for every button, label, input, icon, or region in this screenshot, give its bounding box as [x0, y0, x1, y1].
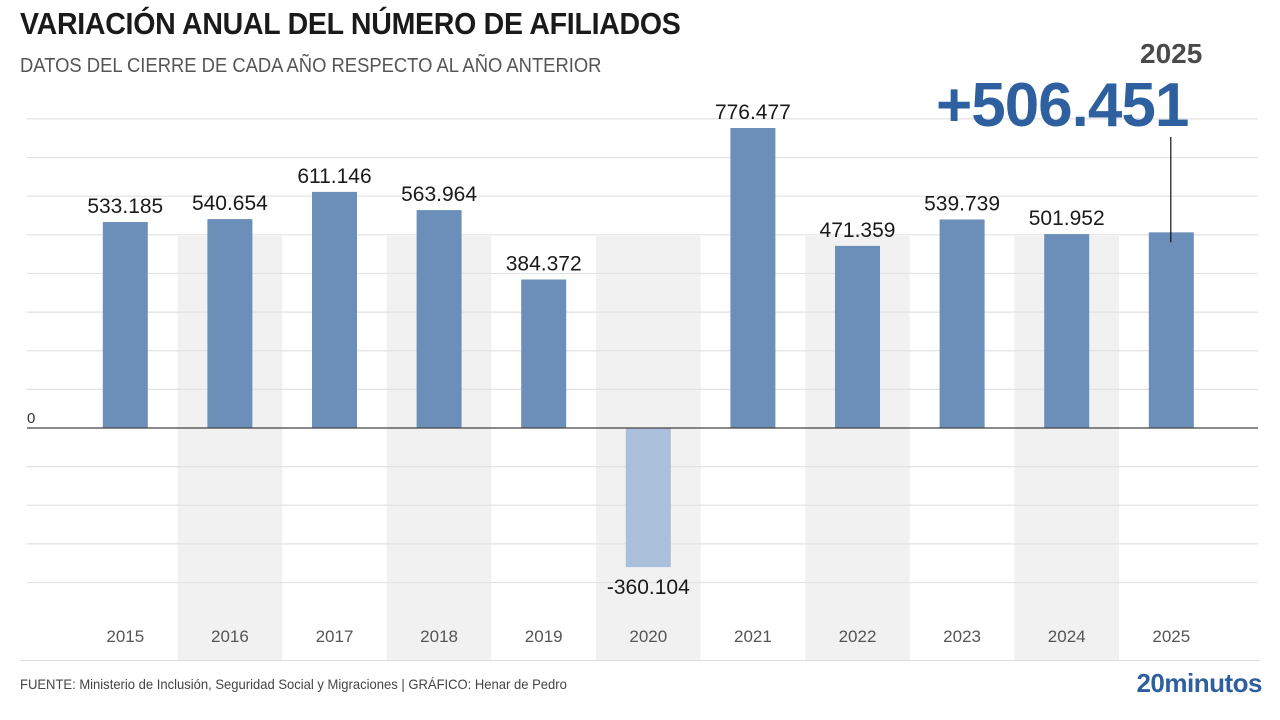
bar-2022 — [835, 245, 880, 428]
bar-2023 — [939, 219, 985, 428]
value-label-2024: 501.952 — [1029, 207, 1105, 230]
chart-title: VARIACIÓN ANUAL DEL NÚMERO DE AFILIADOS — [20, 6, 681, 41]
x-tick-label-2023: 2023 — [943, 627, 981, 646]
x-tick-label-2020: 2020 — [629, 627, 667, 646]
value-label-2016: 540.654 — [192, 192, 268, 215]
bar-2017 — [312, 191, 357, 428]
x-tick-label-2021: 2021 — [734, 627, 772, 646]
bar-2018 — [416, 210, 462, 428]
value-label-2017: 611.146 — [297, 165, 371, 188]
bar-2015 — [102, 221, 148, 428]
x-tick-label-2019: 2019 — [525, 627, 563, 646]
x-tick-label-2016: 2016 — [211, 627, 249, 646]
x-tick-label-2017: 2017 — [316, 627, 354, 646]
x-tick-label-2018: 2018 — [420, 627, 458, 646]
bar-2020 — [625, 428, 671, 568]
footer-source: FUENTE: Ministerio de Inclusión, Segurid… — [20, 676, 567, 692]
x-tick-label-2024: 2024 — [1048, 627, 1086, 646]
value-label-2018: 563.964 — [401, 183, 477, 206]
value-label-2019: 384.372 — [506, 252, 582, 275]
x-tick-label-2025: 2025 — [1152, 627, 1190, 646]
chart-subtitle: DATOS DEL CIERRE DE CADA AÑO RESPECTO AL… — [20, 55, 602, 77]
footer-divider — [20, 660, 1260, 661]
bar-2025 — [1148, 232, 1194, 428]
highlight-value: +506.451 — [936, 71, 1189, 140]
x-tick-label-2015: 2015 — [106, 627, 144, 646]
bar-2019 — [521, 279, 567, 428]
bar-2021 — [730, 128, 776, 428]
value-label-2021: 776.477 — [715, 101, 791, 124]
bar-2024 — [1044, 234, 1090, 428]
bar-2016 — [207, 219, 253, 428]
value-label-2020: -360.104 — [607, 576, 690, 599]
value-label-2023: 539.739 — [924, 192, 1000, 215]
y-tick-label-0: 0 — [27, 410, 35, 427]
value-label-2022: 471.359 — [820, 219, 896, 242]
x-tick-label-2022: 2022 — [839, 627, 877, 646]
brand-logo: 20minutos — [1136, 668, 1262, 698]
value-label-2015: 533.185 — [87, 195, 163, 218]
highlight-year: 2025 — [1140, 38, 1203, 69]
